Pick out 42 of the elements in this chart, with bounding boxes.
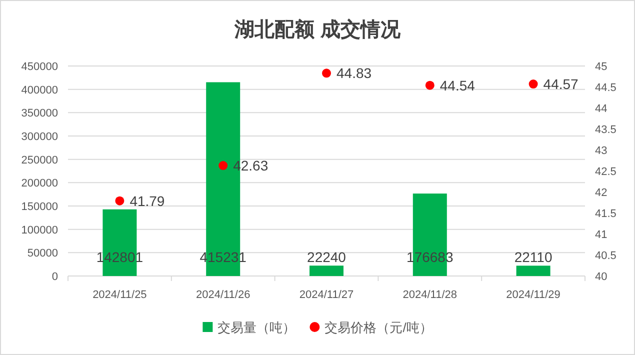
- y-tick-label: 350000: [21, 108, 58, 120]
- legend-label: 交易量（吨）: [218, 320, 296, 335]
- bar: [310, 266, 344, 276]
- y2-tick-label: 40: [595, 271, 608, 283]
- y2-tick-label: 43.5: [595, 124, 616, 136]
- data-label: 41.79: [130, 192, 165, 209]
- data-label: 44.54: [440, 77, 476, 94]
- y2-tick-label: 43: [595, 145, 608, 157]
- y2-tick-label: 42: [595, 187, 608, 199]
- y2-tick-label: 42.5: [595, 166, 616, 178]
- x-tick-label: 2024/11/26: [196, 289, 250, 301]
- y2-tick-label: 44.5: [595, 82, 616, 94]
- y2-tick-label: 44: [595, 103, 608, 115]
- y2-tick-label: 41.5: [595, 208, 616, 220]
- data-label: 44.83: [336, 65, 372, 82]
- bar: [516, 266, 550, 276]
- data-label: 22110: [514, 249, 552, 265]
- y-tick-label: 50000: [27, 248, 58, 260]
- x-tick-label: 2024/11/28: [402, 289, 458, 301]
- y-tick-label: 100000: [21, 224, 58, 236]
- point: [322, 68, 331, 78]
- y-tick-label: 0: [52, 271, 58, 283]
- x-tick-label: 2024/11/29: [506, 289, 560, 301]
- point: [115, 196, 124, 206]
- x-tick-label: 2024/11/25: [92, 289, 147, 301]
- y-tick-label: 400000: [21, 84, 58, 96]
- y2-tick-label: 40.5: [595, 250, 616, 262]
- y-tick-label: 300000: [21, 131, 58, 143]
- point: [218, 161, 228, 170]
- y2-tick-label: 41: [595, 229, 608, 241]
- y-tick-label: 450000: [21, 61, 58, 73]
- data-label: 22240: [307, 249, 346, 265]
- y-tick-label: 150000: [21, 201, 58, 213]
- y2-tick-label: 45: [595, 61, 608, 73]
- x-tick-label: 2024/11/27: [299, 289, 354, 301]
- legend-label: 交易价格（元/吨）: [324, 320, 432, 335]
- point: [425, 80, 434, 90]
- y-tick-label: 250000: [21, 154, 58, 166]
- y-tick-label: 200000: [21, 178, 58, 190]
- chart-title: 湖北配额 成交情况: [234, 18, 402, 41]
- point: [528, 80, 538, 89]
- data-label: 44.57: [543, 76, 579, 92]
